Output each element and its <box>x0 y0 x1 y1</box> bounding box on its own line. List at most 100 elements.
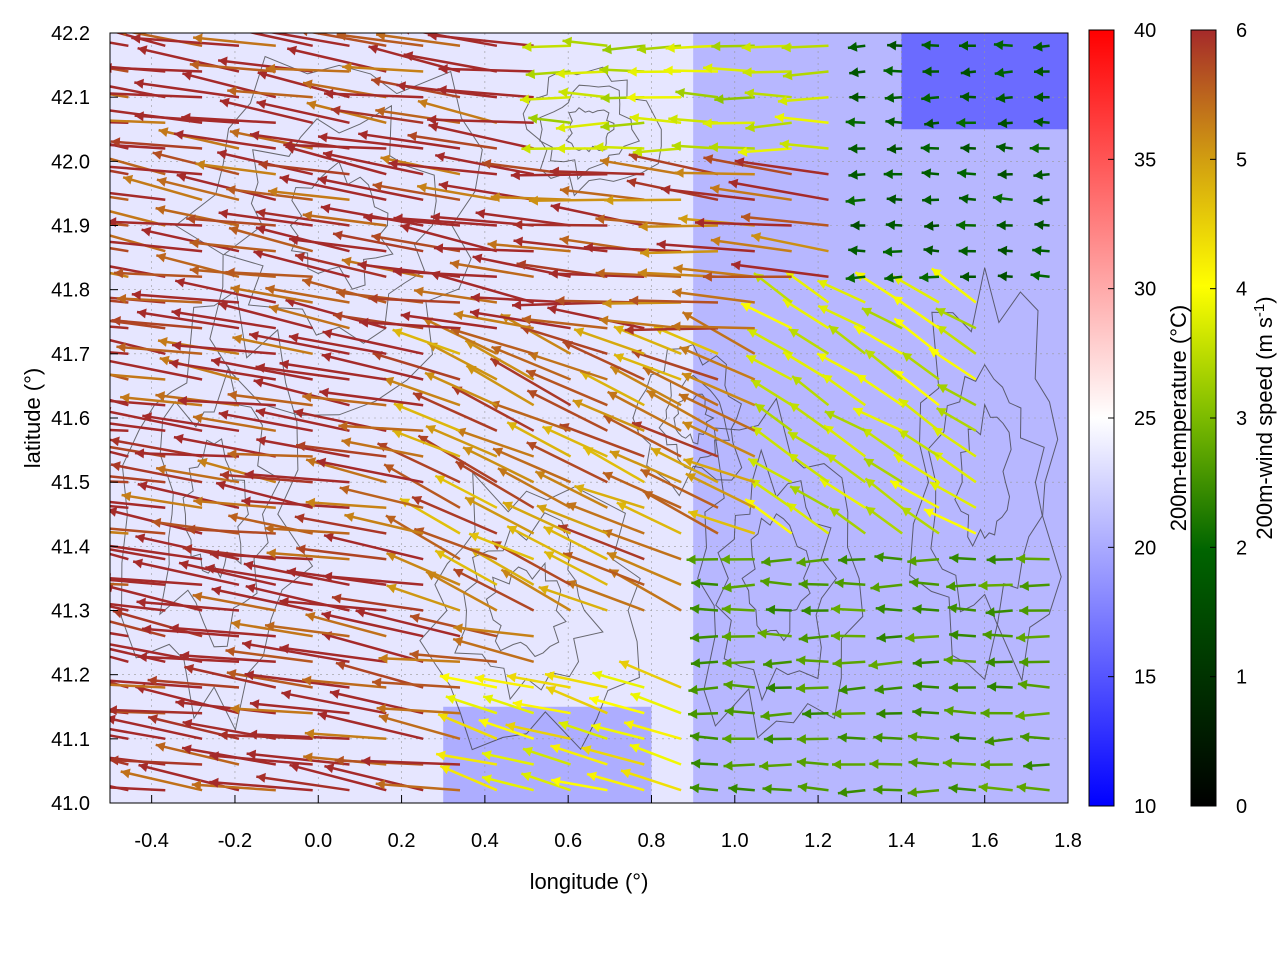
wind-vector-head <box>134 111 144 122</box>
wind-vector-head <box>722 582 732 593</box>
wind-vector-shaft <box>110 544 203 561</box>
wind-vector-head <box>175 277 186 288</box>
wind-vector-shaft <box>430 271 535 304</box>
wind-vector-shaft <box>321 612 424 638</box>
wind-vector-shaft <box>110 220 203 227</box>
wind-vector-head <box>70 60 79 70</box>
wind-vector-head <box>279 359 290 370</box>
wind-vector-head <box>47 523 56 533</box>
wind-vector-shaft <box>323 92 424 99</box>
wind-vector-head <box>318 132 328 143</box>
wind-vector-head <box>702 118 712 129</box>
wind-vector-head <box>624 720 635 730</box>
wind-vector-head <box>912 657 922 668</box>
wind-vector-head <box>885 220 896 231</box>
wind-vector-head <box>453 623 463 634</box>
wind-vector-head <box>68 637 78 647</box>
wind-vector-shaft <box>110 169 129 176</box>
wind-vector-head <box>980 708 990 719</box>
wind-vector-head <box>344 512 355 522</box>
wind-vector-head <box>986 554 996 565</box>
wind-vector-head <box>600 121 610 132</box>
wind-vector-shaft <box>110 66 203 73</box>
wind-vector-head <box>665 43 675 53</box>
wind-vector-head <box>845 117 855 128</box>
wind-vector-head <box>993 40 1004 51</box>
wind-vector-head <box>826 453 837 464</box>
wind-vector-head <box>228 512 239 523</box>
wind-vector-head <box>179 560 189 570</box>
wind-vector-shaft <box>581 746 645 766</box>
wind-vector-shaft <box>536 504 608 535</box>
wind-vector-head <box>133 558 143 569</box>
wind-vector-head <box>549 166 559 177</box>
wind-vector-shaft <box>317 135 424 150</box>
wind-vector-head <box>455 461 466 471</box>
wind-vector-shaft <box>193 499 276 510</box>
wind-vector-head <box>782 70 793 81</box>
wind-vector-shaft <box>709 186 792 202</box>
wind-vector-shaft <box>209 754 313 766</box>
wind-vector-shaft <box>305 613 387 638</box>
wind-vector-shaft <box>703 156 792 176</box>
wind-vector-head <box>555 122 566 133</box>
wind-vector-head <box>949 553 959 564</box>
wind-vector-shaft <box>425 424 498 458</box>
colorbar-tick-label: 30 <box>1134 279 1156 301</box>
wind-vector-head <box>907 787 918 798</box>
wind-vector-shaft <box>465 364 535 407</box>
wind-vector-head <box>673 263 683 274</box>
wind-vector-shaft <box>301 678 387 689</box>
wind-vector-head <box>333 230 343 241</box>
wind-vector-shaft <box>232 336 313 356</box>
wind-vector-head <box>136 597 146 608</box>
wind-vector-head <box>874 552 884 563</box>
wind-vector-head <box>942 758 952 769</box>
wind-vector-head <box>111 316 121 326</box>
wind-vector-head <box>711 41 721 52</box>
wind-vector-head <box>722 733 732 744</box>
wind-vector-head <box>526 369 537 379</box>
wind-vector-shaft <box>116 297 203 304</box>
wind-vector-shaft <box>464 339 535 381</box>
wind-vector-head <box>110 705 117 716</box>
wind-vector-head <box>898 430 909 440</box>
wind-vector-head <box>184 664 195 674</box>
wind-vector-head <box>131 33 141 44</box>
wind-vector-head <box>619 660 630 670</box>
wind-vector-head <box>837 732 847 743</box>
wind-vector-head <box>527 390 538 399</box>
wind-vector-head <box>156 464 166 475</box>
wind-vector-shaft <box>489 357 572 407</box>
wind-vector-head <box>710 236 721 247</box>
wind-vector-shaft <box>110 552 129 561</box>
wind-vector-shaft <box>631 350 719 381</box>
wind-vector-head <box>997 118 1008 129</box>
wind-vector-head <box>721 604 731 615</box>
wind-vector-head <box>377 442 388 452</box>
wind-vector-head <box>1033 41 1043 52</box>
wind-vector-head <box>217 149 228 160</box>
wind-vector-shaft <box>604 198 682 202</box>
wind-vector-head <box>947 603 958 614</box>
wind-vector-shaft <box>359 320 461 330</box>
wind-vector-head <box>905 632 915 643</box>
wind-vector-shaft <box>602 529 682 561</box>
wind-vector-shaft <box>607 390 682 432</box>
wind-vector-shaft <box>110 299 129 304</box>
wind-vector-head <box>255 224 266 235</box>
wind-vector-head <box>123 174 134 185</box>
wind-vector-head <box>702 271 712 282</box>
wind-vector-head <box>865 506 876 517</box>
wind-vector-head <box>685 473 697 483</box>
wind-vector-shaft <box>173 435 277 458</box>
wind-vector-head <box>628 151 639 162</box>
wind-vector-shaft <box>110 655 129 664</box>
wind-vector-shaft <box>110 548 166 561</box>
wind-vector-head <box>544 671 555 681</box>
wind-vector-head <box>630 692 641 702</box>
x-axis-ticks: -0.4 -0.2 0.0 0.2 0.4 0.6 0.8 1.0 1.2 1.4 1.6 1.8 <box>134 795 1082 852</box>
wind-vector-head <box>555 295 565 306</box>
wind-vector-head <box>876 632 886 643</box>
wind-vector-head <box>924 220 934 231</box>
